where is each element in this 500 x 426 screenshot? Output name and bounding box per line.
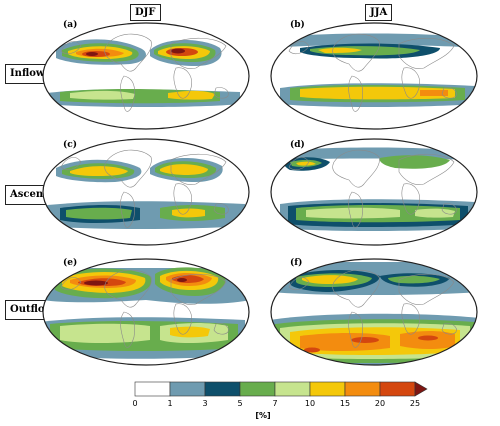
colorbar-segment: [344, 381, 381, 397]
panel-d-map: [271, 139, 477, 245]
panel-a-outline: [42, 22, 250, 130]
colorbar-tick-label: 20: [374, 399, 386, 408]
panel-label-c: (c): [63, 140, 77, 150]
panel-b-outline: [270, 22, 478, 130]
panel-f-outline: [270, 258, 478, 366]
colorbar-tick-label: 5: [237, 399, 243, 408]
panel-c-map: [43, 139, 249, 245]
column-header-jja: JJA: [365, 4, 393, 21]
panel-f-map: [271, 259, 477, 365]
colorbar: [134, 381, 428, 397]
column-header-djf: DJF: [130, 4, 161, 21]
panel-e-map: [43, 259, 249, 365]
colorbar-tick-label: 0: [132, 399, 138, 408]
panel-d-outline: [270, 138, 478, 246]
colorbar-tick-label: 3: [202, 399, 208, 408]
panel-label-d: (d): [290, 140, 305, 150]
colorbar-segment: [134, 381, 171, 397]
colorbar-tick-label: 15: [339, 399, 351, 408]
colorbar-unit-label: [%]: [255, 411, 271, 420]
colorbar-extend-arrow: [414, 381, 428, 397]
panel-c-outline: [42, 138, 250, 246]
panel-label-a: (a): [63, 20, 78, 30]
colorbar-tick-label: 25: [409, 399, 421, 408]
panel-a-map: [43, 23, 249, 129]
colorbar-segment: [379, 381, 416, 397]
colorbar-segment: [239, 381, 276, 397]
colorbar-segment: [274, 381, 311, 397]
panel-label-e: (e): [63, 258, 78, 268]
panel-label-b: (b): [290, 20, 305, 30]
panel-label-f: (f): [290, 258, 303, 268]
colorbar-tick-label: 7: [272, 399, 278, 408]
colorbar-tick-label: 10: [304, 399, 316, 408]
colorbar-segment: [169, 381, 206, 397]
colorbar-segment: [309, 381, 346, 397]
colorbar-segment: [204, 381, 241, 397]
panel-b-map: [271, 23, 477, 129]
panel-e-outline: [42, 258, 250, 366]
row-header-ascent: Ascent: [5, 185, 53, 205]
colorbar-tick-label: 1: [167, 399, 173, 408]
